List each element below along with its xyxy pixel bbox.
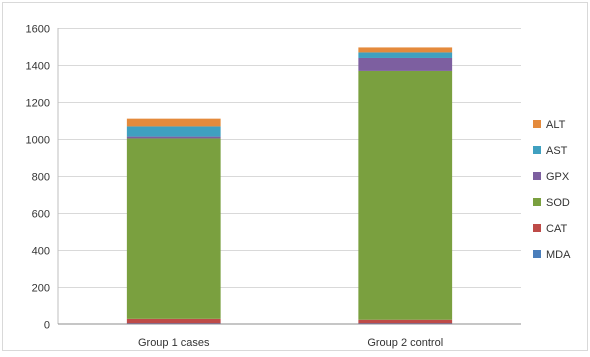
x-tick-label: Group 2 control (367, 337, 443, 349)
y-tick-label: 800 (32, 172, 50, 184)
legend-swatch (533, 198, 541, 206)
legend-item-cat: CAT (533, 223, 567, 235)
y-tick-label: 0 (44, 320, 50, 332)
bar-segment-cat (358, 319, 453, 324)
y-tick-label: 1600 (26, 24, 50, 36)
bar-segment-mda (358, 323, 453, 324)
y-tick-label: 1200 (26, 98, 50, 110)
legend-swatch (533, 120, 541, 128)
y-tick-label: 400 (32, 246, 50, 258)
stacked-bar-chart: 0 200 400 600 800 1000 1200 1400 1600 Group 1 ca… (26, 24, 572, 350)
y-tick-label: 1000 (26, 135, 50, 147)
legend-label: SOD (546, 197, 570, 209)
legend-item-ast: AST (533, 145, 568, 157)
y-tick-label: 1400 (26, 61, 50, 73)
legend-item-mda: MDA (533, 249, 571, 261)
bar-segment-sod (126, 138, 221, 319)
legend: ALT AST GPX SOD CAT MDA (533, 119, 571, 261)
legend-swatch (533, 224, 541, 232)
bars (126, 47, 453, 324)
y-tick-label: 600 (32, 209, 50, 221)
chart-frame: 0 200 400 600 800 1000 1200 1400 1600 Group 1 ca… (2, 2, 588, 351)
bar-segment-alt (358, 47, 453, 53)
legend-swatch (533, 172, 541, 180)
bar-segment-cat (126, 318, 221, 324)
y-tick-label: 200 (32, 283, 50, 295)
legend-label: CAT (546, 223, 567, 235)
legend-label: MDA (546, 249, 571, 261)
y-tick-labels: 0 200 400 600 800 1000 1200 1400 1600 (26, 24, 50, 332)
x-tick-label: Group 1 cases (138, 337, 210, 349)
legend-item-gpx: GPX (533, 171, 570, 183)
bar-segment-gpx (358, 57, 453, 71)
bar-segment-gpx (126, 136, 221, 139)
legend-swatch (533, 250, 541, 258)
bar-segment-mda (126, 323, 221, 324)
bar-segment-sod (358, 70, 453, 320)
legend-swatch (533, 146, 541, 154)
legend-item-sod: SOD (533, 197, 570, 209)
bar-segment-ast (358, 52, 453, 58)
legend-label: ALT (546, 119, 566, 131)
legend-label: AST (546, 145, 568, 157)
bar-segment-ast (126, 126, 221, 137)
x-tick-labels: Group 1 cases Group 2 control (138, 337, 443, 349)
legend-item-alt: ALT (533, 119, 566, 131)
bar-segment-alt (126, 118, 221, 127)
legend-label: GPX (546, 171, 570, 183)
